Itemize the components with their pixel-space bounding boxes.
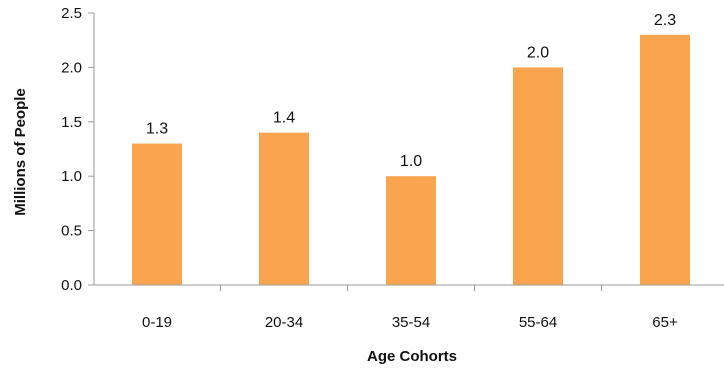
bar [640, 34, 690, 286]
y-axis: 0.0 0.5 1.0 1.5 2.0 2.5 [61, 5, 95, 294]
bars: 1.3 1.4 1.0 2.0 2.3 [132, 12, 690, 286]
data-label: 1.3 [146, 121, 168, 138]
bar [259, 132, 309, 285]
y-tick-label: 0.0 [61, 277, 82, 294]
bar [132, 143, 182, 285]
y-tick-label: 0.5 [61, 223, 82, 240]
data-label: 1.0 [400, 153, 422, 170]
x-axis-title: Age Cohorts [367, 348, 457, 365]
x-tick-label: 0-19 [142, 314, 172, 331]
bar [386, 176, 436, 285]
x-tick-label: 20-34 [265, 314, 303, 331]
bar [513, 67, 563, 286]
x-tick-label: 35-54 [392, 314, 430, 331]
y-tick-label: 2.0 [61, 59, 82, 76]
x-tick-label: 55-64 [519, 314, 557, 331]
x-axis: 0-19 20-34 35-54 55-64 65+ [94, 284, 724, 331]
x-tick-label: 65+ [652, 314, 678, 331]
y-tick-label: 1.0 [61, 168, 82, 185]
y-tick-label: 2.5 [61, 5, 82, 22]
data-label: 2.3 [654, 12, 676, 29]
y-tick-label: 1.5 [61, 114, 82, 131]
data-label: 1.4 [273, 110, 295, 127]
y-axis-title: Millions of People [12, 88, 29, 216]
data-label: 2.0 [527, 44, 549, 61]
